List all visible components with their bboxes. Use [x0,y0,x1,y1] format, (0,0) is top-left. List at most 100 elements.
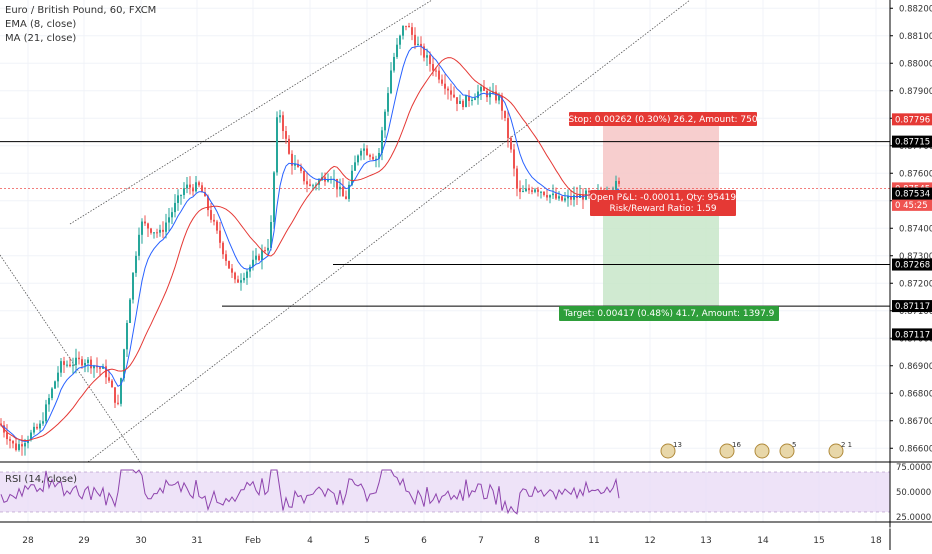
candle-body [537,189,539,192]
candle-body [552,193,554,196]
rsi-tick-label: 75.0000 [896,463,931,473]
ma-legend: MA (21, close) [5,33,77,44]
candle-body [147,223,149,229]
x-tick-label: 6 [421,536,427,546]
candle-body [399,35,401,45]
candle-body [588,190,590,193]
candle-body [306,181,308,185]
candle-body [186,184,188,189]
entry-price-tag-bg [892,187,932,200]
candle-body [615,180,617,190]
x-tick-label: 12 [644,536,655,546]
candle-body [159,229,161,233]
candle-body [462,100,464,108]
candle-body [57,372,59,382]
candle-body [21,444,23,447]
candle-body [390,70,392,94]
candle-body [372,156,374,160]
candle-body [219,230,221,243]
candle-body [480,86,482,92]
candle-body [360,150,362,156]
candle-body [546,195,548,198]
candle-body [297,163,299,167]
candle-body [45,404,47,422]
candle-body [426,55,428,58]
price-axis: 75.0000 50.0000 25.0000 0.88200 0.88100 0.880… [889,0,932,550]
candle-body [162,229,164,232]
x-tick-label: 11 [588,536,599,546]
x-tick-label: 31 [191,536,202,546]
candle-body [618,180,620,184]
candle-body [444,83,446,89]
chart-title: Euro / British Pound, 60, FXCM [5,5,157,16]
trend-line [69,0,433,225]
ma-line [0,57,620,441]
candle-body [48,398,50,405]
event-badge-icon [660,443,676,459]
candle-body [567,196,569,199]
candle-body [18,444,20,450]
candle-body [249,266,251,272]
position-labels: Stop: 0.00262 (0.30%) 26.2, Amount: 750 O… [559,112,779,321]
candle-body [6,432,8,440]
candle-body [123,349,125,379]
candle-body [144,221,146,224]
candle-body [69,364,71,367]
candle-body [573,195,575,200]
candle-body [435,70,437,72]
level-price-tag-bg [892,300,932,313]
event-badges: 13 16 5 2 1 [660,441,852,459]
candle-body [120,378,122,404]
candle-body [294,163,296,166]
candle-body [441,79,443,84]
candle-body [264,250,266,252]
candle-body [198,182,200,186]
countdown-tag: 0 45:25 [895,201,928,211]
candle-body [216,221,218,231]
candle-body [99,367,101,369]
candle-body [303,170,305,182]
candle-body [477,91,479,99]
rsi-line [0,469,620,515]
candle-body [489,92,491,98]
candle-body [183,188,185,196]
candle-body [456,97,458,104]
y-tick-label: 0.87200 [899,279,932,289]
candle-body [0,423,2,426]
candle-body [267,247,269,251]
candle-body [63,361,65,365]
horizontal-levels [0,141,890,307]
candle-body [558,196,560,199]
candle-body [429,55,431,65]
candle-body [396,44,398,57]
candle-body [237,279,239,283]
candle-body [363,148,365,151]
x-tick-label: 29 [78,536,90,546]
candle-body [228,260,230,269]
candle-body [513,149,515,169]
x-tick-label: 7 [478,536,484,546]
rsi-tick-label: 25.0000 [896,513,931,523]
candle-body [129,299,131,323]
stop-zone [603,119,719,192]
candle-body [273,172,275,223]
x-tick-label: 13 [700,536,711,546]
candle-body [243,277,245,281]
event-badge-count: 16 [732,441,741,449]
candle-body [96,365,98,368]
x-tick-label: 30 [135,536,147,546]
y-tick-label: 0.86600 [899,444,932,454]
candle-body [570,196,572,200]
candle-body [204,192,206,197]
event-badge-icon [828,443,844,459]
trendlines [0,0,691,463]
candle-body [468,95,470,101]
candle-body [411,27,413,35]
candle-body [132,272,134,300]
candle-body [231,268,233,273]
candle-body [414,34,416,45]
level-price-tag: 0.87117 [895,302,930,312]
candle-body [555,193,557,199]
